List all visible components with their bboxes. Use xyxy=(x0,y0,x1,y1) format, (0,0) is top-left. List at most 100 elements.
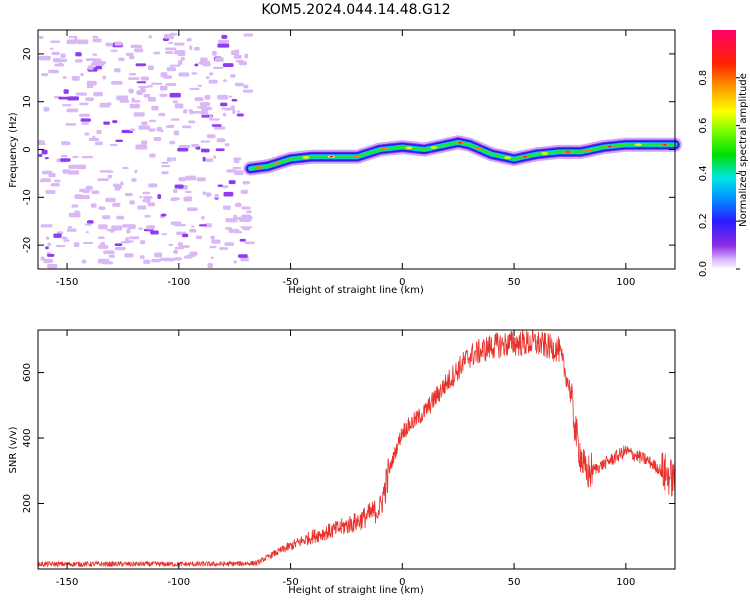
noise-speck xyxy=(143,93,151,98)
noise-speck xyxy=(98,206,106,211)
noise-speck xyxy=(147,96,156,102)
noise-speck xyxy=(75,92,87,96)
signal-peak xyxy=(329,155,333,158)
noise-speck xyxy=(209,118,220,121)
noise-speck xyxy=(112,120,118,124)
noise-speck xyxy=(43,258,53,264)
noise-speck xyxy=(134,169,138,174)
noise-speck xyxy=(243,84,249,89)
noise-speck xyxy=(166,157,173,162)
noise-speck xyxy=(238,254,248,258)
y-tick-label: 10 xyxy=(22,95,33,108)
noise-speck xyxy=(93,91,103,97)
noise-speck xyxy=(221,107,226,110)
x-tick-label: 100 xyxy=(616,277,635,288)
noise-speck xyxy=(147,202,156,207)
noise-speck xyxy=(208,72,214,76)
signal-hotspot xyxy=(504,156,512,159)
noise-speck xyxy=(68,35,78,38)
noise-speck xyxy=(85,231,89,234)
noise-speck xyxy=(84,132,90,136)
noise-speck xyxy=(128,236,140,240)
noise-speck xyxy=(226,169,236,173)
noise-speck xyxy=(165,51,174,54)
noise-speck xyxy=(48,172,56,178)
noise-speck xyxy=(177,242,184,246)
noise-speck xyxy=(233,214,237,219)
noise-speck xyxy=(80,118,91,122)
noise-speck xyxy=(142,191,151,195)
noise-speck xyxy=(191,72,198,75)
noise-speck xyxy=(222,63,234,67)
noise-speck xyxy=(187,207,198,212)
noise-speck xyxy=(139,195,143,199)
noise-speck xyxy=(168,243,174,247)
noise-speck xyxy=(194,97,204,102)
noise-speck xyxy=(61,236,68,240)
noise-speck xyxy=(146,225,155,230)
colorbar-tick-label: 0.8 xyxy=(698,70,709,86)
noise-speck xyxy=(228,180,236,185)
noise-speck xyxy=(148,35,153,39)
x-tick-label: -50 xyxy=(282,577,298,588)
noise-speck xyxy=(109,143,118,147)
noise-speck xyxy=(45,246,49,250)
noise-speck xyxy=(66,108,79,113)
noise-speck xyxy=(217,94,229,100)
signal-hotspot xyxy=(430,146,438,149)
noise-speck xyxy=(189,45,193,50)
colorbar-tick-label: 0.2 xyxy=(698,213,709,229)
noise-speck xyxy=(235,202,242,208)
noise-speck xyxy=(120,241,130,244)
noise-speck xyxy=(102,75,107,80)
noise-speck xyxy=(235,59,244,63)
colorbar-gradient xyxy=(712,30,736,269)
spectrogram-x-axis: -150 -100 -50 0 50 100 xyxy=(56,30,635,288)
noise-speck xyxy=(169,64,181,67)
noise-speck xyxy=(216,138,226,143)
noise-speck xyxy=(211,239,221,244)
noise-speck xyxy=(138,227,143,230)
noise-speck xyxy=(141,121,148,125)
noise-speck xyxy=(151,258,161,263)
noise-speck xyxy=(161,165,171,168)
noise-speck xyxy=(225,218,236,223)
noise-speck xyxy=(98,224,108,230)
noise-speck xyxy=(127,77,140,80)
noise-speck xyxy=(189,87,200,91)
x-tick-label: 100 xyxy=(616,577,635,588)
noise-speck xyxy=(55,245,66,248)
noise-speck xyxy=(114,68,121,73)
noise-speck xyxy=(173,257,182,261)
noise-speck xyxy=(56,58,68,63)
noise-speck xyxy=(213,155,217,159)
noise-speck xyxy=(241,214,252,220)
noise-speck xyxy=(85,185,93,191)
noise-speck xyxy=(90,203,97,208)
signal-peak xyxy=(458,141,462,144)
noise-speck xyxy=(230,105,235,111)
noise-speck xyxy=(117,185,122,190)
noise-speck xyxy=(209,245,217,249)
noise-speck xyxy=(46,253,55,257)
noise-speck xyxy=(67,226,73,229)
noise-speck xyxy=(111,80,123,85)
noise-speck xyxy=(217,184,224,187)
noise-speck xyxy=(233,158,240,164)
noise-speck xyxy=(119,100,130,103)
noise-speck xyxy=(92,35,99,39)
noise-speck xyxy=(127,224,136,230)
noise-speck xyxy=(157,252,161,257)
noise-speck xyxy=(222,205,231,210)
noise-speck xyxy=(60,158,71,162)
noise-speck xyxy=(200,57,208,63)
noise-speck xyxy=(213,66,224,70)
noise-speck xyxy=(199,102,211,107)
noise-speck xyxy=(224,143,230,147)
spectrogram-y-label: Frequency (Hz) xyxy=(8,112,19,188)
noise-speck xyxy=(173,130,179,136)
noise-speck xyxy=(232,231,243,234)
x-tick-label: -100 xyxy=(167,577,190,588)
noise-speck xyxy=(147,85,154,88)
noise-speck xyxy=(40,256,45,261)
